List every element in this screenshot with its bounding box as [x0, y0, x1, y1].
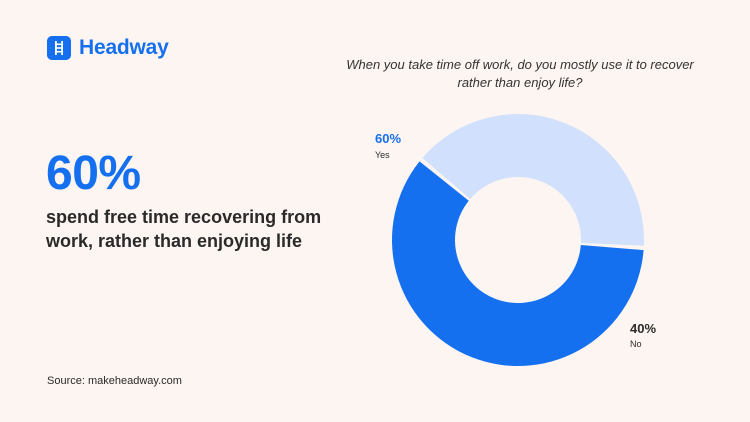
headline-description: spend free time recovering from work, ra…	[46, 207, 322, 251]
source-note: Source: makeheadway.com	[47, 375, 182, 387]
slices-group	[392, 113, 644, 366]
slice-yes	[392, 161, 644, 366]
labels-group: 60% Yes 40% No	[375, 131, 656, 349]
slice-label-value-no: 40%	[630, 321, 656, 336]
ladder-icon	[47, 36, 71, 60]
slice-label-value-yes: 60%	[375, 131, 401, 146]
brand-logo: Headway	[47, 36, 169, 60]
slice-label-name-no: No	[630, 339, 642, 349]
slice-no	[422, 113, 644, 246]
slice-label-name-yes: Yes	[375, 150, 390, 160]
brand-name: Headway	[79, 36, 169, 59]
chart-title: When you take time off work, do you most…	[346, 57, 694, 90]
headline-stat: 60%	[46, 147, 141, 200]
